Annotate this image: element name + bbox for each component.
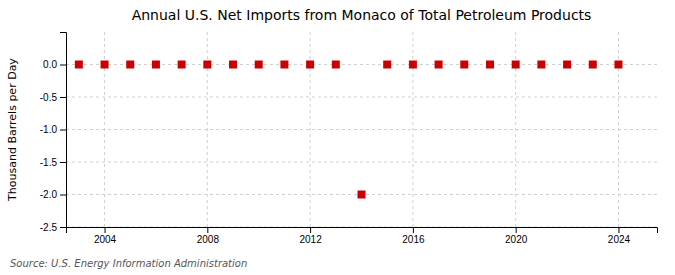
x-tick-label: 2004: [94, 234, 117, 245]
y-tick-label: -0.5: [40, 92, 58, 103]
point: [435, 61, 443, 69]
y-axis: 0.0 -0.5 -1.0 -1.5 -2.0 -2.5: [40, 33, 67, 233]
y-tick-mark: [60, 162, 66, 163]
point: [280, 61, 288, 69]
x-tick-mark: [516, 227, 517, 233]
y-tick: -2.0: [40, 189, 66, 200]
point: [409, 61, 417, 69]
y-tick-label: -1.0: [40, 124, 58, 135]
point: [75, 61, 83, 69]
point: [203, 61, 211, 69]
x-tick-label: 2008: [197, 234, 220, 245]
y-tick-mark: [60, 65, 66, 66]
point: [229, 61, 237, 69]
point: [537, 61, 545, 69]
y-tick-label: -2.0: [40, 189, 58, 200]
point: [614, 61, 622, 69]
y-tick: -1.5: [40, 157, 66, 168]
point: [589, 61, 597, 69]
y-tick-mark: [60, 227, 66, 228]
x-tick-mark: [413, 227, 414, 233]
y-tick-mark: [60, 130, 66, 131]
y-tick: 0.0: [43, 59, 66, 70]
x-tick: 2024: [608, 227, 631, 245]
point: [255, 61, 263, 69]
point: [460, 61, 468, 69]
x-tick: 2012: [299, 227, 322, 245]
y-axis-title: Thousand Barrels per Day: [6, 58, 19, 202]
title: Annual U.S. Net Imports from Monaco of T…: [132, 7, 592, 23]
y-axis-line: [60, 33, 67, 228]
x-axis-line: [67, 228, 658, 234]
point: [101, 61, 109, 69]
x-axis: 2004 2008 2012 2016 2020 2024: [67, 227, 658, 245]
point: [152, 61, 160, 69]
y-tick: -1.0: [40, 124, 66, 135]
x-tick: 2004: [94, 227, 117, 245]
x-tick: 2020: [505, 227, 528, 245]
x-tick-label: 2016: [402, 234, 425, 245]
x-tick-mark: [310, 227, 311, 233]
grid: [66, 32, 657, 227]
y-tick-mark: [60, 97, 66, 98]
point: [178, 61, 186, 69]
y-grid-line: [66, 162, 657, 163]
point: [306, 61, 314, 69]
point: [383, 61, 391, 69]
y-tick-label: -2.5: [40, 222, 58, 233]
x-tick: 2016: [402, 227, 425, 245]
y-tick: -2.5: [40, 222, 66, 233]
y-tick-mark: [60, 195, 66, 196]
x-tick-label: 2012: [299, 234, 322, 245]
y-tick: -0.5: [40, 92, 66, 103]
source-note: Source: U.S. Energy Information Administ…: [10, 258, 247, 269]
chart: 2004 2008 2012 2016 2020 2024 0.0 -0.5 -1.0 -1.5 -…: [0, 0, 675, 275]
plot-area: [75, 61, 623, 199]
point: [126, 61, 134, 69]
x-tick-mark: [618, 227, 619, 233]
x-tick-mark: [105, 227, 106, 233]
x-tick-mark: [207, 227, 208, 233]
y-grid-line: [66, 129, 657, 130]
y-grid-line: [66, 97, 657, 98]
point: [358, 191, 366, 199]
x-tick: 2008: [197, 227, 220, 245]
point: [486, 61, 494, 69]
y-tick-label: -1.5: [40, 157, 58, 168]
x-tick-label: 2024: [608, 234, 631, 245]
point: [563, 61, 571, 69]
y-tick-label: 0.0: [43, 59, 57, 70]
point: [332, 61, 340, 69]
point: [512, 61, 520, 69]
x-tick-label: 2020: [505, 234, 528, 245]
